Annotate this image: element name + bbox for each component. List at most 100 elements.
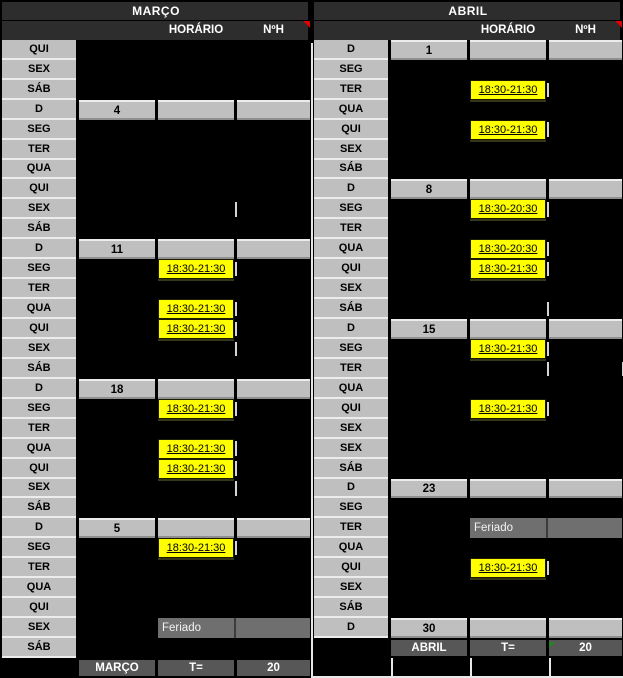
empty-cell[interactable] <box>79 479 155 499</box>
day-label-cell[interactable]: D <box>314 179 388 200</box>
empty-cell[interactable] <box>158 419 234 439</box>
week-start-empty-cell[interactable] <box>549 39 622 60</box>
week-start-empty-cell[interactable] <box>549 319 622 339</box>
empty-cell[interactable] <box>79 339 155 359</box>
day-label-cell[interactable]: D <box>314 39 388 60</box>
empty-cell[interactable] <box>391 100 467 120</box>
empty-cell[interactable] <box>79 299 155 319</box>
day-label-cell[interactable]: SEG <box>2 538 76 559</box>
empty-cell[interactable] <box>391 578 467 598</box>
schedule-cell[interactable]: 18:30-21:30 <box>158 259 237 280</box>
empty-cell[interactable] <box>549 498 622 518</box>
day-label-cell[interactable]: SEG <box>2 259 76 280</box>
empty-cell[interactable] <box>237 638 310 658</box>
empty-cell[interactable] <box>549 538 622 558</box>
day-label-cell[interactable]: QUA <box>314 378 388 399</box>
empty-cell[interactable] <box>158 339 237 359</box>
hours-cell[interactable] <box>549 339 622 359</box>
schedule-cell[interactable]: 18:30-21:30 <box>158 299 237 319</box>
week-start-empty-cell[interactable] <box>158 99 234 120</box>
day-label-cell[interactable]: D <box>2 518 76 539</box>
day-label-cell[interactable]: SEX <box>314 279 388 300</box>
empty-cell[interactable] <box>549 160 622 180</box>
week-start-number-cell[interactable]: 8 <box>391 179 467 200</box>
empty-cell[interactable] <box>391 80 467 100</box>
empty-cell[interactable] <box>237 479 310 499</box>
empty-cell[interactable] <box>237 359 310 379</box>
empty-cell[interactable] <box>158 120 234 140</box>
empty-cell[interactable] <box>158 140 234 160</box>
empty-cell[interactable] <box>158 179 234 199</box>
schedule-cell[interactable]: 18:30-21:30 <box>158 458 237 479</box>
day-label-cell[interactable]: SEX <box>314 578 388 599</box>
empty-cell[interactable] <box>158 578 234 598</box>
hours-cell[interactable] <box>237 299 310 319</box>
week-start-empty-cell[interactable] <box>158 518 234 539</box>
empty-cell[interactable] <box>79 638 155 658</box>
empty-cell[interactable] <box>237 199 310 219</box>
empty-cell[interactable] <box>79 618 155 638</box>
empty-cell[interactable] <box>549 657 622 676</box>
empty-cell[interactable] <box>470 279 546 299</box>
empty-cell[interactable] <box>470 657 546 676</box>
day-label-cell[interactable]: SEX <box>2 199 76 220</box>
week-start-empty-cell[interactable] <box>237 378 310 399</box>
empty-cell[interactable] <box>79 140 155 160</box>
empty-cell[interactable] <box>391 120 467 140</box>
empty-cell[interactable] <box>79 399 155 419</box>
empty-cell[interactable] <box>79 40 155 60</box>
empty-cell[interactable] <box>391 259 467 279</box>
empty-cell[interactable] <box>391 518 467 538</box>
day-label-cell[interactable]: SEG <box>314 338 388 359</box>
empty-cell[interactable] <box>237 60 310 80</box>
day-label-cell[interactable]: QUI <box>314 398 388 419</box>
day-label-cell[interactable]: SEX <box>2 478 76 499</box>
schedule-cell[interactable]: 18:30-21:30 <box>158 398 237 419</box>
schedule-cell[interactable]: 18:30-21:30 <box>158 319 237 339</box>
week-start-number-cell[interactable]: 5 <box>79 518 155 539</box>
empty-cell[interactable] <box>549 419 622 439</box>
schedule-cell[interactable]: 18:30-20:30 <box>470 239 549 260</box>
schedule-cell[interactable]: 18:30-21:30 <box>158 438 237 459</box>
empty-cell[interactable] <box>158 598 234 618</box>
hours-cell[interactable] <box>237 459 310 479</box>
hours-cell[interactable] <box>549 399 622 419</box>
empty-cell[interactable] <box>79 419 155 439</box>
week-start-empty-cell[interactable] <box>237 239 310 260</box>
empty-cell[interactable] <box>549 459 622 479</box>
empty-cell[interactable] <box>79 259 155 279</box>
day-label-cell[interactable]: QUA <box>2 159 76 180</box>
day-label-cell[interactable]: SÁB <box>314 598 388 619</box>
week-start-empty-cell[interactable] <box>549 478 622 499</box>
empty-cell[interactable] <box>549 299 622 319</box>
empty-cell[interactable] <box>79 598 155 618</box>
day-label-cell[interactable]: QUI <box>2 598 76 619</box>
week-start-empty-cell[interactable] <box>158 378 234 399</box>
empty-cell[interactable] <box>391 140 467 160</box>
empty-cell[interactable] <box>391 60 467 80</box>
footer-month-cell[interactable]: MARÇO <box>79 657 155 678</box>
empty-cell[interactable] <box>158 60 234 80</box>
empty-cell[interactable] <box>237 179 310 199</box>
empty-cell[interactable] <box>391 359 467 379</box>
empty-cell[interactable] <box>237 498 310 518</box>
hours-cell[interactable] <box>549 239 622 259</box>
holiday-cell[interactable]: Feriado <box>470 518 622 539</box>
day-label-cell[interactable]: SÁB <box>2 498 76 519</box>
day-label-cell[interactable]: TER <box>314 219 388 240</box>
empty-cell[interactable] <box>237 339 310 359</box>
empty-cell[interactable] <box>391 199 467 219</box>
hours-cell[interactable] <box>237 538 310 558</box>
empty-cell[interactable] <box>79 359 155 379</box>
empty-cell[interactable] <box>79 319 155 339</box>
empty-cell[interactable] <box>237 140 310 160</box>
day-label-cell[interactable]: SEG <box>2 119 76 140</box>
empty-cell[interactable] <box>391 439 467 459</box>
hours-cell[interactable] <box>237 319 310 339</box>
empty-cell[interactable] <box>470 459 546 479</box>
day-label-cell[interactable]: QUA <box>314 239 388 260</box>
schedule-cell[interactable]: 18:30-21:30 <box>470 259 549 280</box>
empty-cell[interactable] <box>549 100 622 120</box>
day-label-cell[interactable]: QUA <box>2 438 76 459</box>
day-label-cell[interactable]: TER <box>2 139 76 160</box>
